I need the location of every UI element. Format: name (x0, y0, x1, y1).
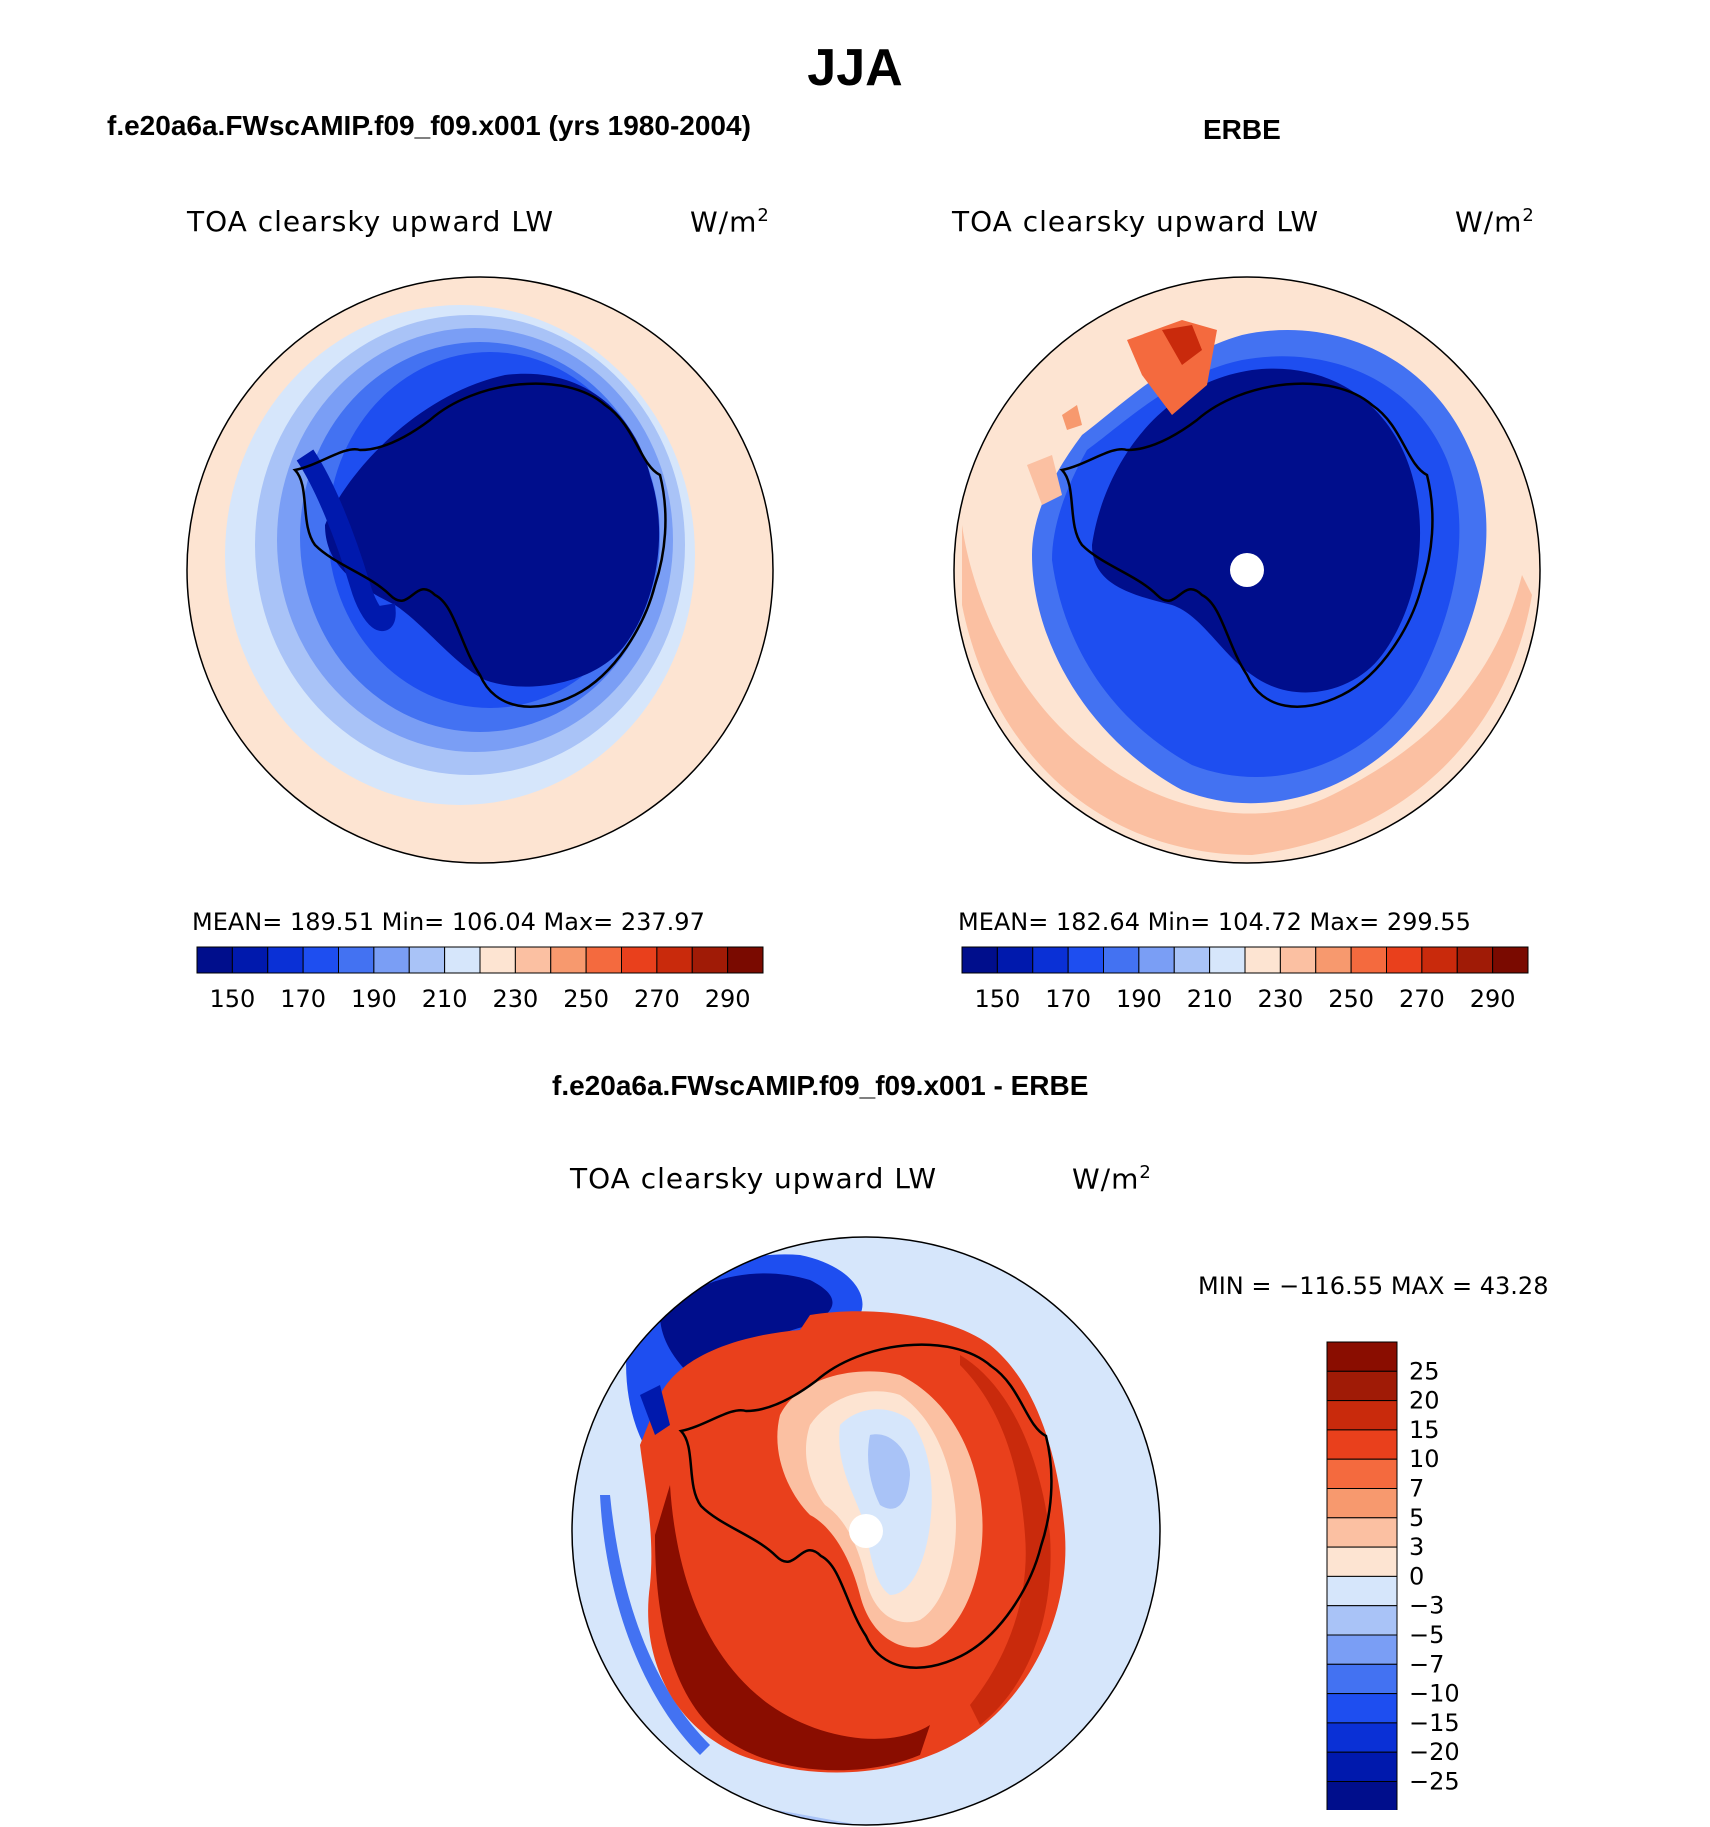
colorbar-tick-label: 230 (1257, 985, 1303, 1013)
colorbar-swatch (1386, 946, 1423, 974)
colorbar-swatch (961, 946, 998, 974)
colorbar-swatch (1326, 1751, 1398, 1783)
colorbar-swatch (1456, 946, 1494, 974)
colorbar-swatch (1421, 946, 1458, 974)
panel3-stats: MIN = −116.55 MAX = 43.28 (1198, 1272, 1549, 1300)
panel1-units: W/m2 (690, 205, 770, 239)
colorbar-tick-label: 15 (1409, 1416, 1440, 1444)
panel3-polar-map (571, 1236, 1161, 1826)
colorbar-swatch (373, 946, 410, 974)
colorbar-swatch (1326, 1341, 1398, 1372)
panel2-variable: TOA clearsky upward LW (952, 205, 1320, 238)
colorbar-swatch (338, 946, 375, 974)
panel2-units: W/m2 (1455, 205, 1535, 239)
panel2-polar-map (953, 276, 1541, 864)
colorbar-tick-label: −3 (1409, 1592, 1444, 1620)
colorbar-tick-label: 10 (1409, 1445, 1440, 1473)
colorbar-swatch (1326, 1722, 1398, 1753)
colorbar-swatch (1350, 946, 1387, 974)
page-title: JJA (807, 39, 903, 97)
colorbar-swatch (408, 946, 446, 974)
colorbar-swatch (1326, 1575, 1398, 1607)
panel1-colorbar: 150 170 190 210 230 250 270 290 (196, 946, 764, 1013)
colorbar-swatch (996, 946, 1034, 974)
colorbar-swatch (1326, 1488, 1398, 1519)
colorbar-swatch (1209, 946, 1246, 974)
colorbar-tick-label: 150 (209, 985, 255, 1013)
colorbar-tick-label: 5 (1409, 1504, 1424, 1532)
colorbar-swatch (1173, 946, 1211, 974)
colorbar-swatch (691, 946, 729, 974)
colorbar-swatch (444, 946, 481, 974)
colorbar-tick-label: 0 (1409, 1562, 1424, 1590)
colorbar-tick-label: 270 (1399, 985, 1445, 1013)
panel2-colorbar: 150 170 190 210 230 250 270 290 (961, 946, 1529, 1013)
panel1-stats: MEAN= 189.51 Min= 106.04 Max= 237.97 (192, 908, 705, 936)
colorbar-swatch (1326, 1605, 1398, 1636)
colorbar-tick-label: −20 (1409, 1738, 1460, 1766)
colorbar-swatch (231, 946, 269, 974)
colorbar-swatch (267, 946, 304, 974)
colorbar-swatch (1326, 1429, 1398, 1460)
colorbar-tick-label: 190 (1116, 985, 1162, 1013)
colorbar-tick-label: 270 (634, 985, 680, 1013)
colorbar-swatch (479, 946, 516, 974)
colorbar-tick-label: −10 (1409, 1680, 1460, 1708)
colorbar-swatch (1492, 946, 1529, 974)
colorbar-swatch (1138, 946, 1175, 974)
colorbar-swatch (621, 946, 658, 974)
panel2-stats: MEAN= 182.64 Min= 104.72 Max= 299.55 (958, 908, 1471, 936)
colorbar-tick-label: 290 (1470, 985, 1516, 1013)
colorbar-tick-label: −15 (1409, 1709, 1460, 1737)
colorbar-swatch (1326, 1781, 1398, 1810)
colorbar-swatch (1103, 946, 1140, 974)
colorbar-tick-label: 170 (1045, 985, 1091, 1013)
colorbar-swatch (550, 946, 587, 974)
colorbar-tick-label: −5 (1409, 1621, 1444, 1649)
panel3-title: f.e20a6a.FWscAMIP.f09_f09.x001 - ERBE (552, 1070, 1089, 1101)
colorbar-swatch (1326, 1400, 1398, 1431)
colorbar-swatch (1067, 946, 1104, 974)
colorbar-swatch (1032, 946, 1069, 974)
colorbar-tick-label: 250 (563, 985, 609, 1013)
colorbar-tick-label: 210 (1187, 985, 1233, 1013)
colorbar-swatch (514, 946, 552, 974)
colorbar-swatch (727, 946, 764, 974)
colorbar-tick-label: 210 (422, 985, 468, 1013)
panel1-title: f.e20a6a.FWscAMIP.f09_f09.x001 (yrs 1980… (107, 110, 751, 141)
colorbar-swatch (1326, 1634, 1398, 1665)
colorbar-tick-label: 7 (1409, 1475, 1424, 1503)
colorbar-tick-label: −25 (1409, 1768, 1460, 1796)
colorbar-swatch (302, 946, 339, 974)
colorbar-swatch (1315, 946, 1352, 974)
colorbar-tick-label: −7 (1409, 1650, 1444, 1678)
panel2-title: ERBE (1203, 114, 1281, 145)
colorbar-swatch (585, 946, 622, 974)
panel3-units: W/m2 (1072, 1162, 1152, 1196)
colorbar-swatch (1279, 946, 1317, 974)
colorbar-tick-label: 25 (1409, 1357, 1440, 1385)
colorbar-tick-label: 290 (705, 985, 751, 1013)
colorbar-swatch (1326, 1458, 1398, 1489)
colorbar-swatch (196, 946, 233, 974)
colorbar-swatch (656, 946, 693, 974)
colorbar-tick-label: 250 (1328, 985, 1374, 1013)
colorbar-tick-label: 190 (351, 985, 397, 1013)
panel1-variable: TOA clearsky upward LW (187, 205, 555, 238)
colorbar-swatch (1326, 1663, 1398, 1695)
panel3-variable: TOA clearsky upward LW (570, 1162, 938, 1195)
colorbar-tick-label: 230 (492, 985, 538, 1013)
colorbar-tick-label: 3 (1409, 1533, 1424, 1561)
colorbar-swatch (1326, 1546, 1398, 1577)
colorbar-tick-label: 150 (974, 985, 1020, 1013)
colorbar-tick-label: 170 (280, 985, 326, 1013)
panel1-polar-map (186, 276, 774, 864)
colorbar-tick-label: 20 (1409, 1387, 1440, 1415)
colorbar-swatch (1326, 1693, 1398, 1724)
colorbar-swatch (1326, 1517, 1398, 1548)
colorbar-swatch (1326, 1370, 1398, 1402)
colorbar-swatch (1244, 946, 1281, 974)
